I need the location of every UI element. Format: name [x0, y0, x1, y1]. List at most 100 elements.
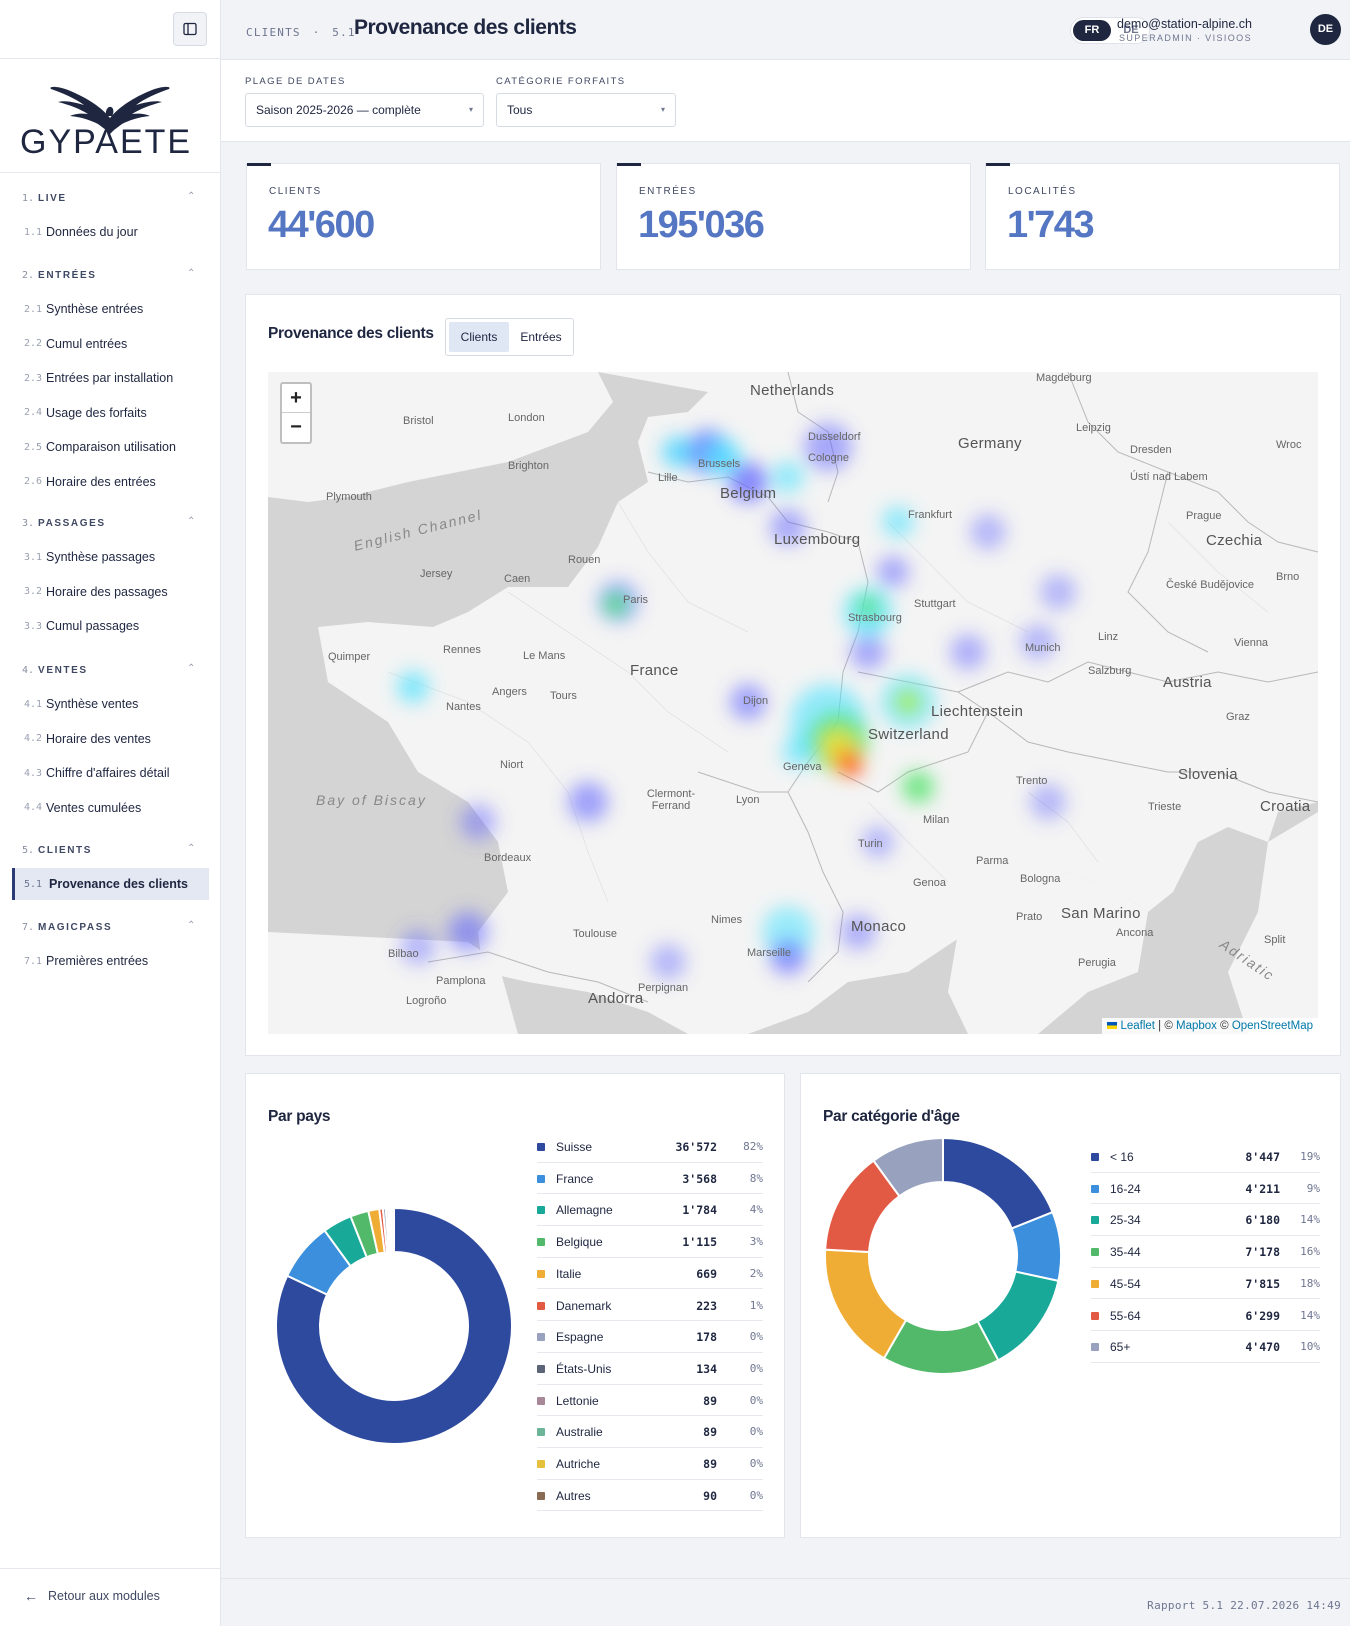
age-chart-card: Par catégorie d'âge < 16 8'447 19% 16-24 4'2…	[800, 1073, 1341, 1538]
toggle-entrees[interactable]: Entrées	[520, 330, 562, 344]
nav-section-passages[interactable]: 3. PASSAGES ⌃	[22, 516, 197, 529]
legend-swatch	[1091, 1343, 1099, 1352]
chevron-up-icon: ⌃	[187, 920, 197, 931]
map-sea-label: Bay of Biscay	[316, 792, 427, 808]
nav-section-title: CLIENTS	[38, 845, 93, 856]
sidebar-item-number: 4.1	[24, 698, 43, 710]
legend-label: Lettonie	[556, 1393, 599, 1408]
legend-label: 35-44	[1110, 1245, 1141, 1260]
nav-section-entrées[interactable]: 2. ENTRÉES ⌃	[22, 268, 197, 281]
sidebar-item-2-3[interactable]: 2.3 Entrées par installation	[12, 362, 209, 394]
filter-bar: PLAGE DE DATES Saison 2025-2026 — complè…	[221, 60, 1350, 142]
legend-percent: 0%	[749, 1361, 763, 1375]
donut-slice--16[interactable]	[942, 1136, 1054, 1230]
map-city-label: Rennes	[443, 644, 481, 656]
map-city-label: Brighton	[508, 460, 549, 472]
heatmap-map[interactable]: Netherlands Germany Belgium Luxembourg Franc…	[268, 372, 1318, 1034]
legend-label: Belgique	[556, 1235, 603, 1250]
sidebar-item-3-2[interactable]: 3.2 Horaire des passages	[12, 576, 209, 608]
sidebar-item-2-4[interactable]: 2.4 Usage des forfaits	[12, 397, 209, 429]
donut-slice-autres[interactable]	[391, 1206, 395, 1254]
legend-row: Autres 90 0%	[537, 1480, 763, 1512]
map-city-label: České Budějovice	[1166, 579, 1255, 591]
sidebar-item-2-1[interactable]: 2.1 Synthèse entrées	[12, 293, 209, 325]
legend-value: 1'115	[682, 1235, 717, 1250]
nav-section-magicpass[interactable]: 7. MAGICPASS ⌃	[22, 920, 197, 933]
chevron-up-icon: ⌃	[187, 843, 197, 854]
map-city-label: Bologna	[1020, 873, 1061, 885]
back-to-modules-link[interactable]: ← Retour aux modules	[24, 1588, 160, 1604]
osm-link[interactable]: OpenStreetMap	[1231, 1020, 1313, 1032]
panel-icon	[183, 22, 197, 36]
sidebar-item-4-4[interactable]: 4.4 Ventes cumulées	[12, 792, 209, 824]
avatar[interactable]: DE	[1310, 14, 1341, 45]
legend-label: Italie	[556, 1266, 582, 1281]
flag-icon	[1107, 1022, 1118, 1029]
sidebar-item-4-3[interactable]: 4.3 Chiffre d'affaires détail	[12, 757, 209, 789]
legend-percent: 3%	[749, 1235, 763, 1249]
sidebar-item-4-2[interactable]: 4.2 Horaire des ventes	[12, 723, 209, 755]
date-range-select[interactable]: Saison 2025-2026 — complète ▾	[245, 93, 484, 127]
map-city-label: Prague	[1186, 510, 1222, 522]
legend-percent: 8%	[749, 1171, 763, 1185]
sidebar-item-number: 2.1	[24, 303, 43, 315]
sidebar-toggle-button[interactable]	[173, 12, 207, 46]
sidebar-item-5-1[interactable]: 5.1 Provenance des clients	[12, 868, 209, 900]
sidebar-item-number: 3.2	[24, 586, 43, 597]
sidebar-item-7-1[interactable]: 7.1 Premières entrées	[12, 945, 209, 977]
legend-percent: 0%	[749, 1393, 763, 1407]
map-city-label: Brno	[1276, 571, 1300, 583]
map-country-label: Austria	[1163, 674, 1212, 691]
legend-row: Italie 669 2%	[537, 1258, 763, 1290]
nav-section-clients[interactable]: 5. CLIENTS ⌃	[22, 843, 197, 856]
language-toggle: FR DE	[1070, 17, 1150, 44]
nav-section-number: 3.	[22, 518, 35, 529]
nav-section-ventes[interactable]: 4. VENTES ⌃	[22, 663, 197, 676]
legend-swatch	[537, 1460, 545, 1468]
donut-slice-65-[interactable]	[872, 1136, 944, 1198]
legend-percent: 0%	[749, 1425, 763, 1439]
map-metric-toggle: Clients Entrées	[445, 318, 574, 356]
user-email: demo@station-alpine.ch	[1117, 17, 1252, 31]
map-country-label: Luxembourg	[774, 531, 861, 548]
zoom-in-button[interactable]: +	[282, 384, 310, 413]
category-select[interactable]: Tous ▾	[496, 93, 676, 127]
donut-slice-suisse[interactable]	[275, 1206, 513, 1445]
nav-section-number: 7.	[22, 922, 35, 933]
zoom-out-button[interactable]: −	[290, 416, 302, 438]
sidebar-item-1-1[interactable]: 1.1 Données du jour	[12, 216, 209, 248]
legend-label: 25-34	[1110, 1213, 1141, 1228]
nav-section-live[interactable]: 1. LIVE ⌃	[22, 191, 197, 204]
map-city-label: Plymouth	[326, 491, 372, 503]
donut-slice-45-54[interactable]	[824, 1248, 908, 1360]
sidebar-item-3-1[interactable]: 3.1 Synthèse passages	[12, 541, 209, 573]
lang-de-button[interactable]: DE	[1123, 24, 1139, 36]
toggle-clients[interactable]: Clients	[449, 322, 509, 352]
legend-percent: 0%	[749, 1330, 763, 1344]
sidebar-item-3-3[interactable]: 3.3 Cumul passages	[12, 610, 209, 642]
map-city-label: Parma	[976, 855, 1009, 867]
sidebar-item-number: 2.4	[24, 407, 43, 418]
legend-label: Autres	[556, 1488, 591, 1503]
map-city-label: Ústí nad Labem	[1130, 471, 1208, 483]
map-city-label: Jersey	[420, 568, 453, 580]
sidebar-item-2-2[interactable]: 2.2 Cumul entrées	[12, 328, 209, 360]
leaflet-link[interactable]: Leaflet	[1120, 1020, 1155, 1032]
lang-fr-button[interactable]: FR	[1073, 20, 1111, 41]
chevron-up-icon: ⌃	[187, 663, 197, 674]
legend-percent: 9%	[1306, 1181, 1320, 1195]
map-city-label: Graz	[1226, 711, 1250, 723]
map-city-label: London	[508, 412, 545, 424]
sidebar-item-2-5[interactable]: 2.5 Comparaison utilisation	[12, 431, 209, 463]
legend-value: 89	[703, 1457, 717, 1471]
legend-row: 16-24 4'211 9%	[1091, 1173, 1320, 1205]
sidebar-item-2-6[interactable]: 2.6 Horaire des entrées	[12, 466, 209, 498]
mapbox-link[interactable]: Mapbox	[1176, 1020, 1217, 1032]
legend-row: Lettonie 89 0%	[537, 1385, 763, 1417]
legend-swatch	[537, 1238, 545, 1247]
sidebar-item-4-1[interactable]: 4.1 Synthèse ventes	[12, 688, 209, 720]
legend-percent: 19%	[1300, 1150, 1320, 1163]
country-chart-card: Par pays Suisse 36'572 82% France 3'568 8% All…	[245, 1073, 785, 1538]
legend-swatch	[1091, 1311, 1099, 1320]
back-link-label: Retour aux modules	[48, 1589, 160, 1603]
